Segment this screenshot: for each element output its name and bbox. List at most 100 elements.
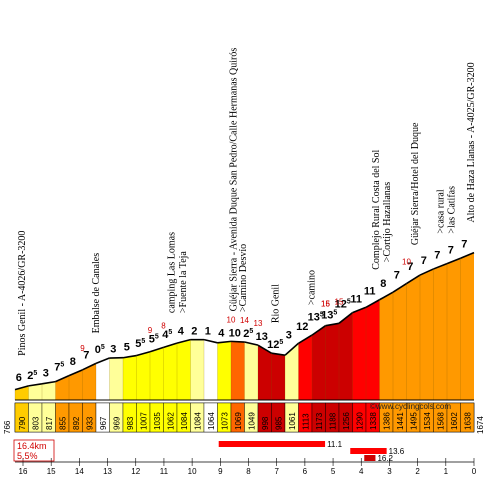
elevation-cell-label: 1173 [315,412,324,430]
profile-segment [325,323,339,400]
profile-outline-segment [460,251,475,259]
profile-segment [258,345,272,400]
axis-tick-label: 6 [303,467,308,476]
elevation-cell-label: 1338 [369,412,378,430]
steepest-bar-label: 13.6 [389,447,405,456]
profile-outline-segment [176,338,191,344]
profile-segment [339,312,353,400]
profile-segment [69,369,83,400]
profile-segment [177,339,191,400]
segment-gradient-label: 55 [135,338,145,350]
profile-outline-segment [257,344,272,354]
elevation-cell-label: 1035 [153,412,162,430]
profile-outline-segment [433,262,448,270]
axis-tick-label: 13 [103,467,112,476]
poi-label: Rio Genil [270,284,281,323]
end-elevation-label: 1674 [476,416,485,434]
segment-gradient-label: 10 [229,327,241,339]
axis-tick-label: 7 [274,467,279,476]
axis-tick-label: 14 [75,467,84,476]
elevation-cell-label: 892 [72,416,81,430]
segment-gradient-label: 11 [350,293,362,305]
profile-outline-segment [325,322,340,327]
elevation-cell-label: 790 [18,416,27,430]
axis-tick-label: 9 [218,467,223,476]
segment-gradient-decimal: 5 [347,299,351,306]
profile-segment [406,275,420,400]
profile-fill-layer [15,252,474,400]
summary-box [13,439,55,462]
elevation-strip: 790 803 817 855 892 933 967 969 983 1007 1035 1062 1… [14,402,475,433]
profile-segment [123,355,137,400]
axis-tick-label: 8 [246,467,251,476]
profile-segment [136,351,150,400]
segment-gradient-label: 25 [27,370,37,382]
axis-tick-label: 2 [415,467,420,476]
axis-tick-label: 0 [472,467,477,476]
elevation-cell-label: 1062 [166,412,175,430]
segment-gradient-label: 7 [83,349,89,361]
segment-gradient-label: 13 [256,331,268,343]
segment-gradient-label: 135 [308,312,324,324]
profile-segment [379,292,393,400]
segment-gradient-decimal: 5 [249,328,253,335]
elevation-cell-label: 1007 [139,412,148,430]
elevation-cell-label: 1073 [220,412,229,430]
profile-segment [298,335,312,400]
steepest-bar-label: 11.1 [327,440,343,449]
segment-gradient-label: 7 [394,270,400,282]
profile-outline-segment [217,340,232,344]
steepest-bar [218,441,326,447]
poi-label: >casa rural [435,189,446,233]
profile-outline-segment [14,385,29,391]
poi-label: Pinos Genil - A-4026/GR-3200 [17,231,28,356]
profile-segment [285,343,299,400]
poi-label: camping Las Lomas [167,232,178,313]
segment-gradient-label: 75 [54,362,64,374]
axis-tick-label: 15 [47,467,56,476]
profile-segment [231,341,245,400]
elevation-cell-label: 1188 [328,412,337,430]
poi-label: Güéjar Sierra/Hotel del Duque [410,122,421,245]
steepest-bar-label: 16.2 [377,454,393,463]
profile-outline-segment [338,312,353,324]
axis-tick-label: 5 [331,467,336,476]
profile-segment [393,283,407,400]
elevation-cell-label: 1113 [301,413,310,430]
poi-label: Embalse de Canales [91,253,102,334]
profile-segment [433,263,447,400]
segment-gradient-label: 5 [124,342,130,354]
summary-distance: 16.4km [17,441,47,451]
profile-outline-segment [163,342,178,349]
elevation-cell-label: 817 [45,416,54,430]
segment-gradient-decimal: 5 [168,329,172,336]
max-gradient-label: 10 [402,258,411,267]
segment-gradient-decimal: 5 [320,312,324,319]
elevation-cell-label: 1290 [355,412,364,430]
profile-outline-segment [28,383,43,387]
elevation-cell-label: 1602 [450,412,459,430]
profile-segment [55,375,69,400]
max-gradient-label: 16 [321,300,330,309]
poi-label: >camino [307,270,318,305]
profile-outline-segment [284,342,300,356]
poi-label: >Camino Desvío [238,244,249,312]
profile-outline-segment [271,352,286,357]
profile-segment [420,268,434,400]
segment-gradient-decimal: 5 [141,338,145,345]
segment-gradient-label: 135 [321,309,337,321]
profile-outline-segment [82,362,97,371]
max-gradient-label: 13 [254,319,263,328]
profile-segment [96,358,110,400]
profile-outline-segment [311,325,326,336]
poi-layer: Pinos Genil - A-4026/GR-3200 Embalse de C… [17,48,477,356]
profile-outline-segment [149,346,164,353]
profile-segment [42,381,56,400]
segment-gradient-label: 8 [380,278,386,290]
profile-segment [82,363,96,400]
elevation-cell-label: 983 [126,416,135,430]
axis-tick-label: 10 [188,467,197,476]
elevation-cell-label: 933 [85,416,94,430]
segment-gradient-label: 125 [267,339,283,351]
